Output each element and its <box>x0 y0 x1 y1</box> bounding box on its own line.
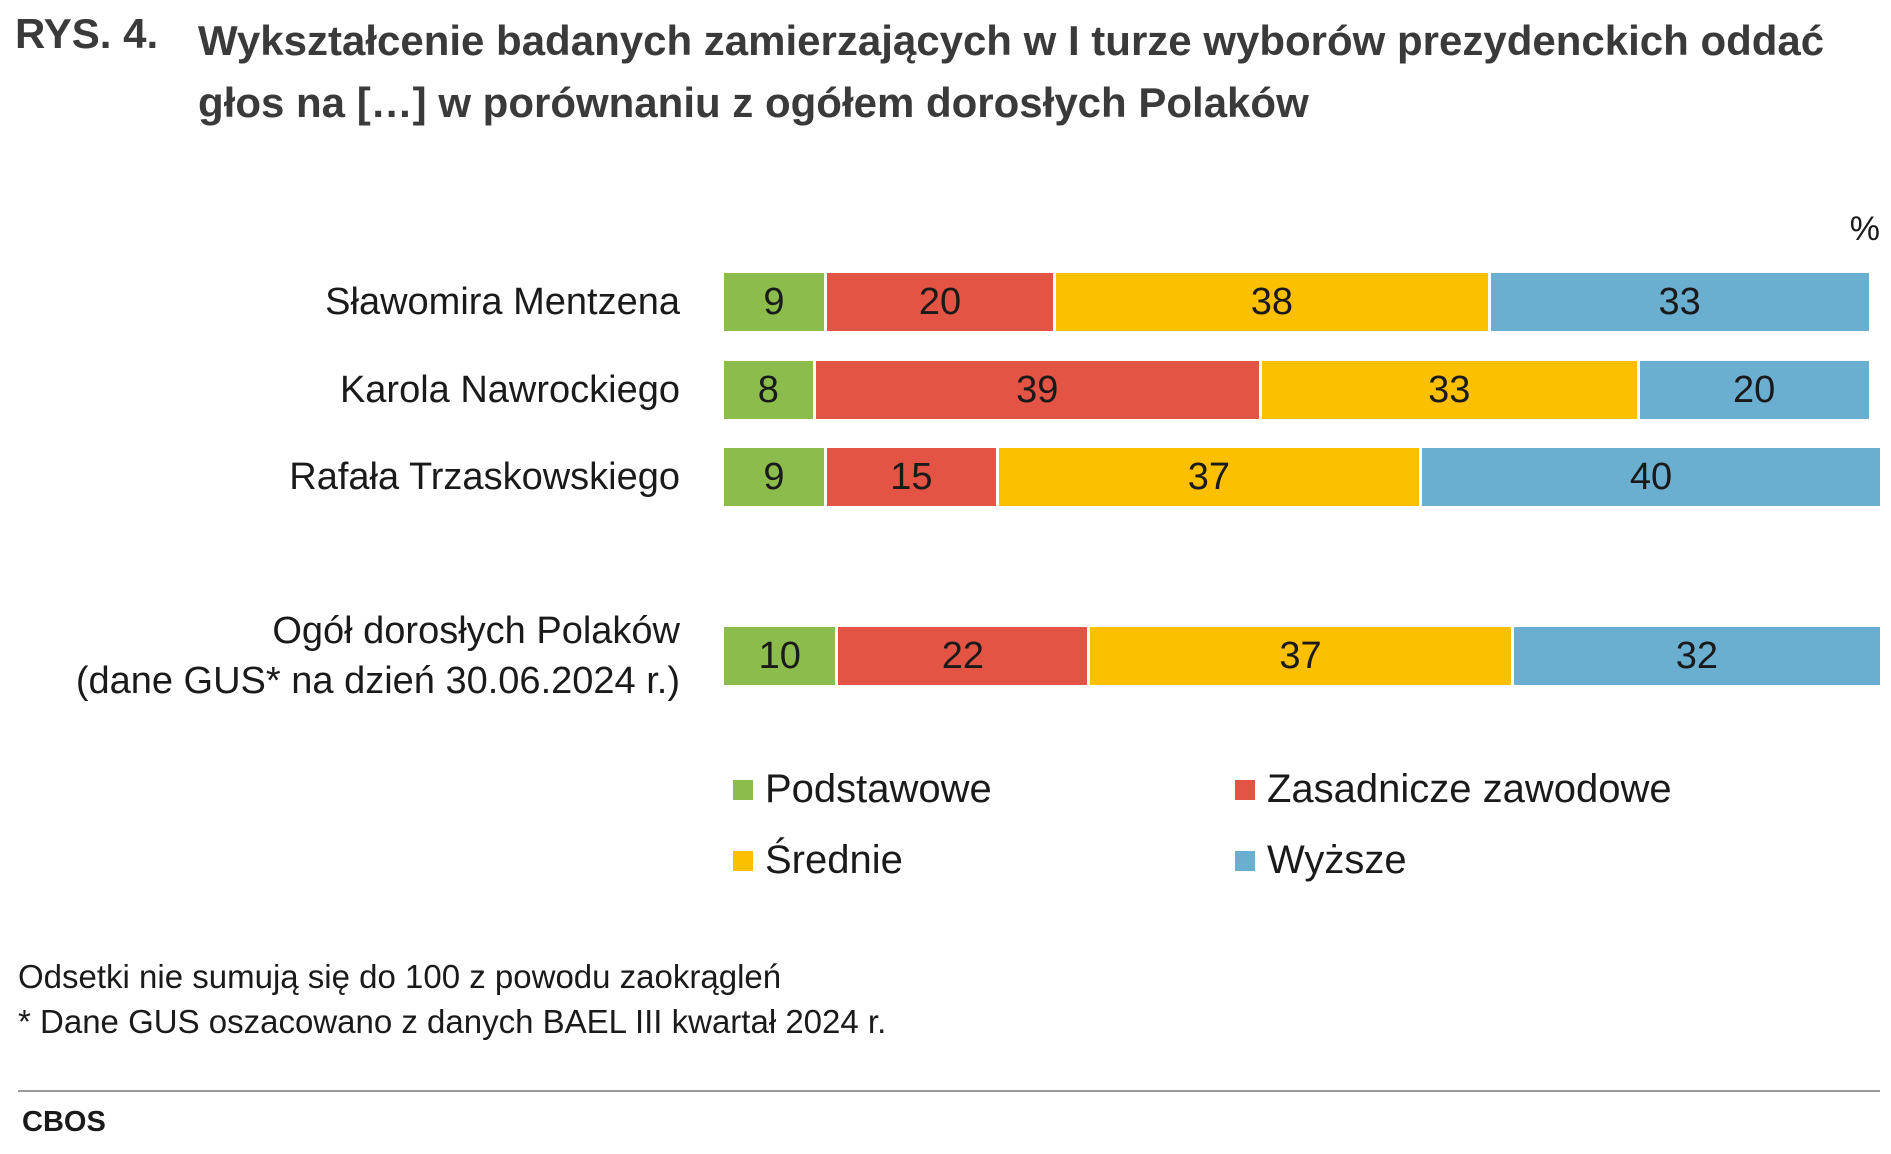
legend-label: Zasadnicze zawodowe <box>1267 767 1672 811</box>
bar-row: 9 20 38 33 <box>724 273 1869 331</box>
bar-segment: 20 <box>1639 361 1869 419</box>
legend-swatch <box>1235 850 1255 871</box>
bar-row: 10 22 37 32 <box>724 627 1880 685</box>
bar-segment: 33 <box>1261 361 1640 419</box>
legend-item: Zasadnicze zawodowe <box>1235 767 1672 812</box>
legend-swatch <box>733 850 753 871</box>
value-label: 37 <box>1187 455 1231 498</box>
value-label: 39 <box>1016 368 1059 411</box>
legend-swatch <box>1235 779 1255 800</box>
bar-segment: 38 <box>1055 273 1491 331</box>
bar-segment: 32 <box>1513 627 1880 685</box>
value-label: 38 <box>1250 280 1293 323</box>
divider <box>18 1090 1880 1092</box>
legend-item: Wyższe <box>1235 838 1407 883</box>
source: CBOS <box>22 1106 106 1138</box>
category-label: Rafała Trzaskowskiego <box>289 456 680 498</box>
value-label: 20 <box>918 280 962 323</box>
category-label: Sławomira Mentzena <box>325 281 680 323</box>
legend-label: Średnie <box>765 838 903 882</box>
bar-segment: 10 <box>724 627 839 685</box>
value-label: 10 <box>758 634 801 677</box>
value-label: 15 <box>890 455 933 498</box>
value-label: 33 <box>1658 280 1701 323</box>
note: Odsetki nie sumują się do 100 z powodu z… <box>18 958 782 995</box>
bar-segment: 9 <box>724 448 827 506</box>
bar-segment: 39 <box>815 361 1262 419</box>
value-label: 20 <box>1732 368 1776 411</box>
value-label: 33 <box>1428 368 1471 411</box>
bar-segment: 8 <box>724 361 816 419</box>
value-label: 8 <box>757 368 779 411</box>
bar-segment: 37 <box>1090 627 1514 685</box>
bar-row: 8 39 33 20 <box>724 361 1869 419</box>
bar-segment: 9 <box>724 273 827 331</box>
unit-label: % <box>1849 210 1880 248</box>
legend-item: Podstawowe <box>733 767 992 812</box>
category-label: Ogół dorosłych Polaków (dane GUS* na dzi… <box>75 610 680 702</box>
bar-segment: 20 <box>827 273 1056 331</box>
bar-row: 9 15 37 40 <box>724 448 1880 506</box>
note: * Dane GUS oszacowano z danych BAEL III … <box>18 1003 887 1040</box>
bar-segment: 37 <box>998 448 1423 506</box>
bar-segment: 22 <box>838 627 1091 685</box>
chart-title: Wykształcenie badanych zamierzających w … <box>198 17 1825 126</box>
value-label: 22 <box>941 634 984 677</box>
value-label: 40 <box>1629 455 1673 498</box>
value-label: 9 <box>763 280 785 323</box>
value-label: 32 <box>1675 634 1718 677</box>
legend-label: Wyższe <box>1267 838 1407 882</box>
category-label: Karola Nawrockiego <box>339 369 680 411</box>
bar-segment: 15 <box>827 448 999 506</box>
bar-segment: 33 <box>1490 273 1869 331</box>
value-label: 9 <box>763 455 785 498</box>
legend-label: Podstawowe <box>765 767 992 811</box>
legend-item: Średnie <box>733 838 903 883</box>
figure-label: RYS. 4. <box>15 10 159 57</box>
value-label: 37 <box>1279 634 1322 677</box>
legend-swatch <box>733 779 753 800</box>
bar-segment: 40 <box>1422 448 1880 506</box>
